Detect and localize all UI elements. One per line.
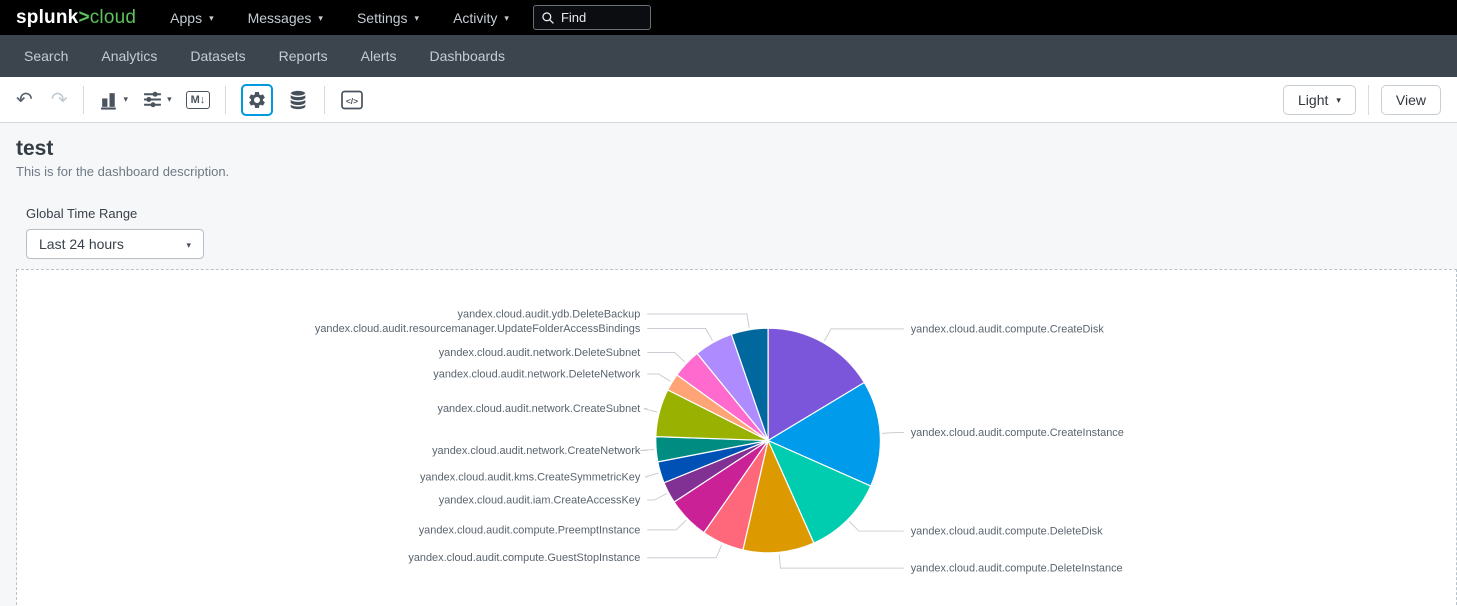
chart-panel[interactable]: yandex.cloud.audit.compute.CreateDisk yan… — [16, 269, 1457, 606]
nav-item-datasets[interactable]: Datasets — [190, 48, 246, 64]
view-mode-button[interactable]: View — [1380, 84, 1441, 115]
pie-slice-label: yandex.cloud.audit.network.CreateNetwork — [432, 445, 641, 457]
main-nav-bar: Search Analytics Datasets Reports Alerts… — [0, 35, 1457, 77]
pie-leader-line — [647, 373, 671, 382]
chevron-down-icon: ▾ — [123, 94, 129, 104]
pie-leader-line — [644, 472, 659, 478]
pie-slice-label: yandex.cloud.audit.ydb.DeleteBackup — [458, 309, 641, 321]
chevron-down-icon: ▾ — [167, 94, 172, 104]
pie-leader-line — [823, 328, 904, 342]
search-icon — [542, 11, 554, 24]
source-code-icon: </> — [341, 90, 364, 109]
pie-slice-label: yandex.cloud.audit.network.CreateSubnet — [438, 403, 641, 415]
pie-slice-label: yandex.cloud.audit.network.DeleteSubnet — [439, 347, 641, 359]
pie-leader-line — [647, 544, 723, 559]
bar-chart-icon — [100, 93, 116, 110]
page-description: This is for the dashboard description. — [16, 164, 230, 179]
dashboard-content: test This is for the dashboard descripti… — [0, 124, 1457, 606]
pie-slice-label: yandex.cloud.audit.iam.CreateAccessKey — [439, 495, 641, 507]
pie-slice-label: yandex.cloud.audit.compute.CreateInstanc… — [911, 427, 1124, 439]
splunk-cloud-logo[interactable]: splunk>cloud — [16, 7, 136, 29]
find-search-input[interactable]: Find — [532, 5, 651, 30]
top-menus: Apps ▾ Messages ▾ Settings ▾ Activity ▾ — [170, 10, 509, 26]
chevron-down-icon: ▾ — [1336, 95, 1341, 105]
logo-gt-text: > — [78, 6, 90, 28]
menu-apps-label: Apps — [170, 9, 203, 26]
gear-icon — [249, 91, 266, 108]
view-source-button[interactable]: </> — [340, 89, 364, 111]
pie-slice-label: yandex.cloud.audit.compute.PreemptInstan… — [419, 524, 641, 536]
pie-slice-label: yandex.cloud.audit.compute.CreateDisk — [911, 323, 1105, 335]
chevron-down-icon: ▾ — [209, 13, 214, 23]
undo-icon[interactable]: ↶ — [16, 89, 33, 111]
pie-leader-line — [882, 431, 904, 434]
pie-leader-line — [647, 352, 686, 363]
pie-leader-line — [647, 313, 750, 328]
theme-label: Light — [1298, 91, 1329, 108]
toolbar-divider — [225, 85, 227, 114]
pie-slice-label: yandex.cloud.audit.compute.GuestStopInst… — [408, 552, 640, 564]
editor-toolbar: ↶ ↷ ▾ ▾ M↓ — [0, 77, 1457, 123]
chevron-down-icon: ▾ — [186, 239, 191, 250]
menu-messages[interactable]: Messages ▾ — [248, 10, 323, 26]
find-placeholder: Find — [560, 10, 587, 25]
pie-leader-line — [640, 448, 655, 452]
pie-leader-line — [647, 327, 713, 341]
pie-slice-label: yandex.cloud.audit.kms.CreateSymmetricKe… — [420, 471, 641, 483]
menu-settings-label: Settings — [356, 9, 408, 26]
pie-leader-line — [647, 519, 687, 531]
toolbar-divider — [82, 85, 84, 114]
toolbar-divider — [1367, 84, 1369, 115]
chevron-down-icon: ▾ — [414, 13, 420, 23]
pie-slice-label: yandex.cloud.audit.compute.DeleteInstanc… — [911, 563, 1123, 575]
add-chart-button[interactable]: ▾ — [99, 89, 129, 110]
toolbar-right-group: Light ▾ View — [1283, 84, 1441, 115]
data-sources-button[interactable] — [287, 89, 309, 111]
pie-leader-line — [848, 520, 904, 532]
svg-text:</>: </> — [346, 95, 358, 105]
chevron-down-icon: ▾ — [318, 13, 323, 23]
pie-slice-label: yandex.cloud.audit.network.DeleteNetwork — [433, 368, 641, 380]
sliders-icon — [144, 91, 161, 108]
toolbar-divider — [324, 85, 326, 114]
theme-dropdown-button[interactable]: Light ▾ — [1283, 84, 1356, 115]
pie-slice[interactable] — [730, 327, 769, 441]
pie-slice[interactable] — [766, 381, 881, 487]
configuration-panel-button[interactable] — [241, 83, 274, 116]
nav-item-dashboards[interactable]: Dashboards — [429, 48, 505, 64]
pie-slice[interactable] — [742, 438, 815, 554]
view-label: View — [1395, 91, 1426, 108]
pie-leader-line — [647, 493, 667, 501]
nav-item-analytics[interactable]: Analytics — [101, 48, 158, 64]
database-icon — [290, 90, 307, 109]
redo-icon[interactable]: ↷ — [50, 89, 68, 111]
time-range-value: Last 24 hours — [39, 236, 124, 252]
markdown-icon: M↓ — [185, 90, 211, 109]
pie-chart: yandex.cloud.audit.compute.CreateDisk yan… — [315, 309, 1124, 575]
pie-slice-label: yandex.cloud.audit.resourcemanager.Updat… — [315, 323, 641, 335]
menu-settings[interactable]: Settings ▾ — [357, 10, 419, 26]
pie-leader-line — [778, 554, 904, 569]
nav-item-reports[interactable]: Reports — [278, 48, 328, 64]
pie-slice-label: yandex.cloud.audit.compute.DeleteDisk — [911, 526, 1103, 538]
nav-item-alerts[interactable]: Alerts — [360, 48, 397, 64]
global-time-range-label: Global Time Range — [26, 206, 138, 221]
chevron-down-icon: ▾ — [504, 13, 509, 23]
nav-item-search[interactable]: Search — [24, 48, 69, 64]
add-input-button[interactable]: ▾ — [142, 89, 172, 110]
logo-cloud-text: cloud — [89, 6, 137, 28]
page-title: test — [16, 137, 54, 160]
menu-activity-label: Activity — [453, 9, 498, 26]
menu-messages-label: Messages — [247, 9, 312, 26]
top-app-bar: splunk>cloud Apps ▾ Messages ▾ Settings … — [0, 0, 1457, 35]
pie-leader-line — [643, 408, 658, 413]
menu-activity[interactable]: Activity ▾ — [453, 10, 509, 26]
pie-slice[interactable] — [766, 439, 872, 544]
time-range-dropdown[interactable]: Last 24 hours ▾ — [26, 229, 204, 259]
menu-apps[interactable]: Apps ▾ — [170, 10, 213, 26]
logo-splunk-text: splunk — [16, 6, 79, 28]
add-markdown-button[interactable]: M↓ — [185, 90, 211, 109]
pie-slice[interactable] — [767, 327, 866, 442]
